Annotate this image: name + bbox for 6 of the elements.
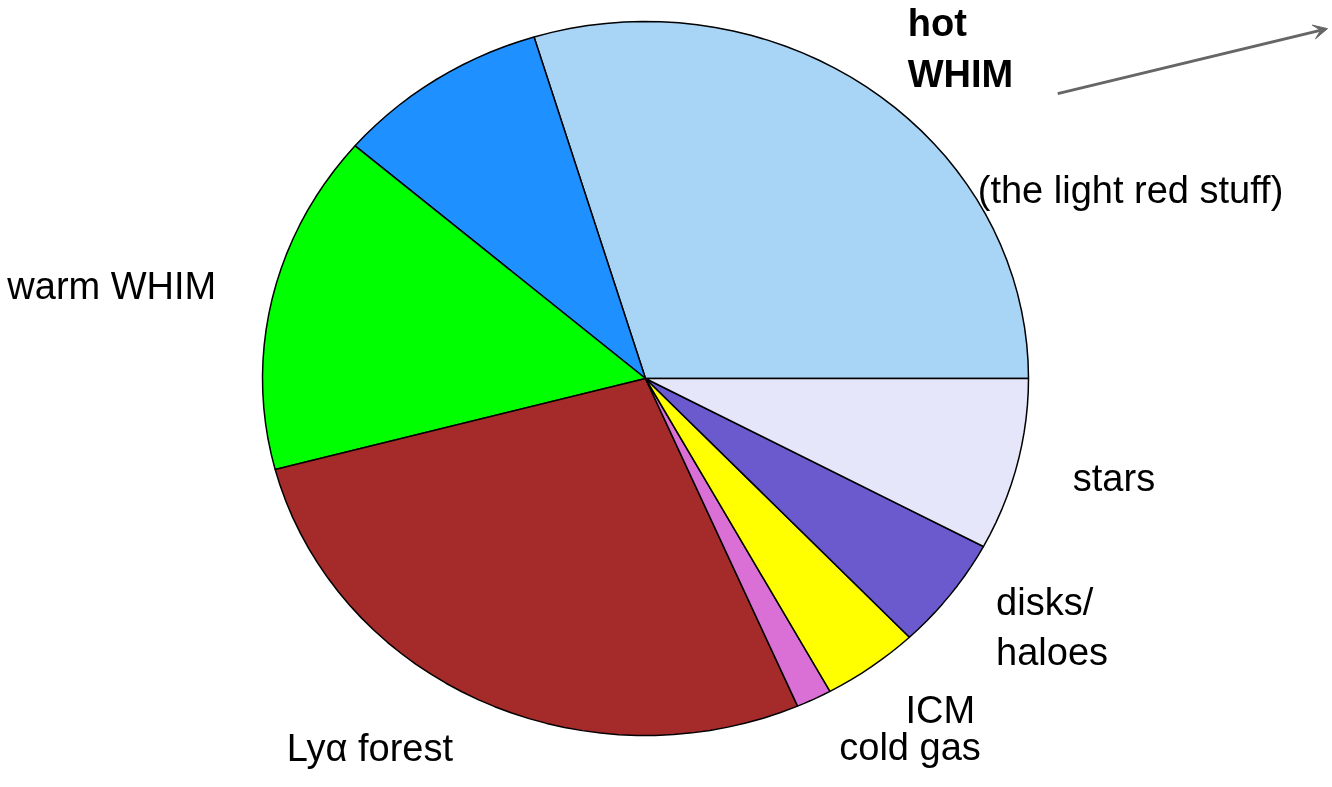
slice-label: stars [1072, 457, 1156, 500]
slice-label: hot WHIM [907, 2, 1014, 95]
text: (the light red stuff) [977, 168, 1284, 211]
slice-label: disks/ haloes [996, 580, 1109, 674]
slice-label: Lyα forest [286, 726, 454, 769]
slice-label: warm WHIM [6, 265, 217, 308]
